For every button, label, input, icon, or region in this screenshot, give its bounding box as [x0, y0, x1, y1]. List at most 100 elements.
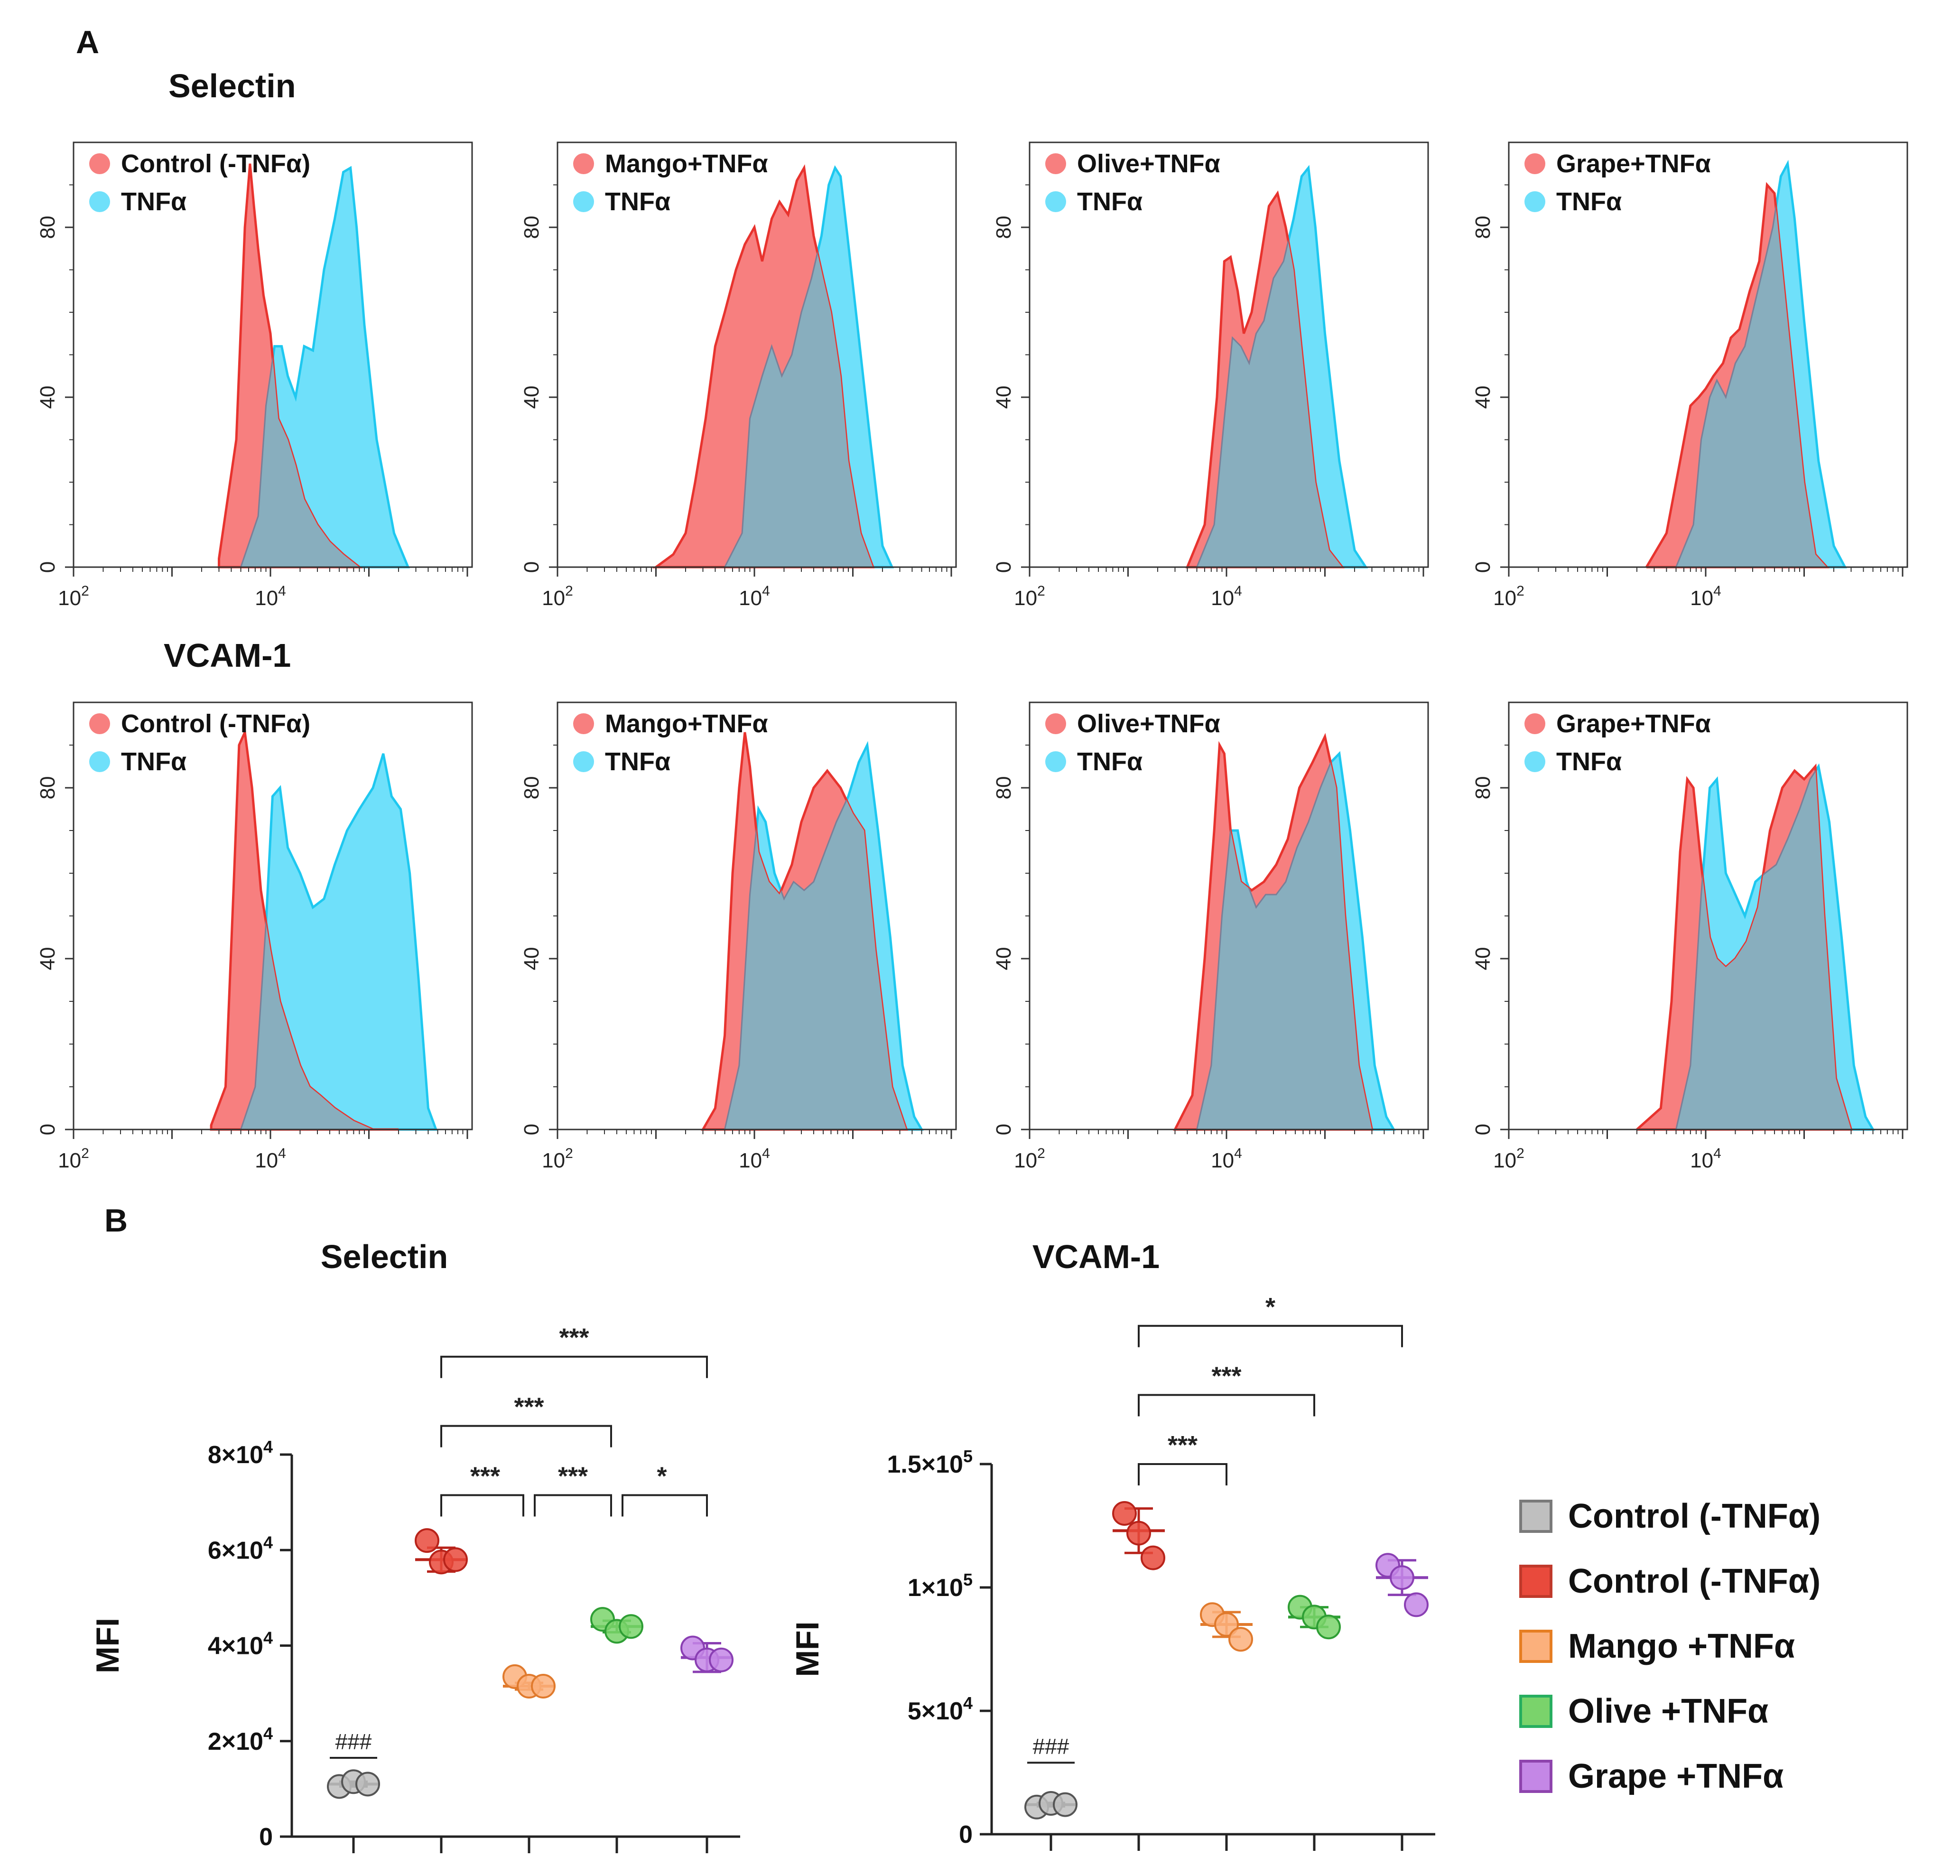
significance-bracket	[534, 1494, 612, 1517]
histogram-y-tick-label: 40	[992, 386, 1015, 409]
scatter-y-tick-label: 8×104	[208, 1437, 273, 1469]
legend-swatch	[1519, 1760, 1552, 1793]
histogram-legend-marker	[573, 751, 594, 772]
histogram-x-tick-label: 102	[1014, 1146, 1045, 1172]
histogram-legend-marker	[1524, 153, 1545, 174]
histogram-legend-marker	[89, 713, 110, 734]
row-title-selectin: Selectin	[168, 67, 296, 104]
significance-label: ***	[1211, 1362, 1241, 1390]
scatter-y-tick-label: 5×104	[908, 1693, 973, 1725]
histogram-legend-marker	[573, 191, 594, 212]
histogram-y-tick-label: 0	[520, 1124, 543, 1135]
legend-label: Control (-TNFα)	[1568, 1562, 1821, 1600]
scatter-point	[1126, 1521, 1151, 1546]
histogram-legend-label: Mango+TNFα	[605, 149, 768, 178]
significance-bracket	[1138, 1463, 1227, 1485]
histogram-y-tick-label: 0	[1471, 1124, 1495, 1135]
scatter-y-label: MFI	[90, 1618, 126, 1673]
scatter-point	[531, 1674, 556, 1699]
histogram-x-tick-label: 102	[542, 1146, 573, 1172]
histogram-legend-marker	[1045, 751, 1066, 772]
scatter-point	[619, 1614, 643, 1639]
histogram-x-tick-label: 104	[1211, 583, 1242, 610]
histogram-panel: 102 104 0 40 80 Olive+TNFα TNFα	[992, 701, 1429, 1172]
significance-label: ***	[559, 1324, 589, 1352]
legend-item: Control (-TNFα)	[1519, 1562, 1821, 1600]
histogram-legend-label: TNFα	[121, 747, 186, 776]
histogram-legend-label: TNFα	[1077, 187, 1143, 216]
significance-bracket	[440, 1494, 524, 1517]
histogram-legend-marker	[89, 153, 110, 174]
significance-bracket	[1138, 1325, 1403, 1347]
legend-item: Grape +TNFα	[1519, 1757, 1784, 1795]
significance-hash-label: ###	[1033, 1734, 1069, 1759]
histogram-legend-marker	[1045, 153, 1066, 174]
histogram-legend-label: Control (-TNFα)	[121, 709, 310, 738]
histogram-panel: 102 104 0 40 80 Control (-TNFα) TNFα	[36, 141, 473, 610]
significance-label: ***	[558, 1462, 588, 1491]
histogram-legend-label: Control (-TNFα)	[121, 149, 310, 178]
histogram-x-tick-label: 102	[58, 1146, 89, 1172]
scatter-y-tick-label: 2×104	[208, 1724, 273, 1755]
scatter-group	[1200, 1602, 1253, 1652]
scatter-title-selectin: Selectin	[321, 1238, 448, 1275]
histogram-y-tick-label: 40	[1471, 947, 1495, 971]
scatter-point	[1316, 1615, 1341, 1640]
histogram-panel: 102 104 0 40 80 Grape+TNFα TNFα	[1471, 701, 1908, 1172]
scatter-point	[1112, 1501, 1137, 1526]
significance-label: ***	[514, 1393, 544, 1421]
scatter-y-tick-label: 4×104	[208, 1628, 273, 1660]
scatter-point	[1404, 1592, 1429, 1617]
scatter-group	[1288, 1595, 1341, 1640]
histogram-x-tick-label: 104	[1690, 583, 1721, 610]
histogram-y-tick-label: 80	[1471, 216, 1495, 239]
panel-label-a: A	[76, 24, 99, 60]
scatter-group	[502, 1664, 556, 1699]
legend-label: Mango +TNFα	[1568, 1627, 1795, 1665]
legend-label: Grape +TNFα	[1568, 1757, 1784, 1795]
histogram-y-tick-label: 40	[992, 947, 1015, 971]
scatter-group	[1024, 1791, 1078, 1820]
histogram-legend-marker	[1524, 713, 1545, 734]
histogram-panel: 102 104 0 40 80 Grape+TNFα TNFα	[1471, 141, 1908, 610]
histogram-x-tick-label: 102	[1014, 583, 1045, 610]
row-title-vcam1: VCAM-1	[164, 637, 291, 674]
legend-item: Mango +TNFα	[1519, 1627, 1795, 1665]
significance-label: ***	[1168, 1431, 1198, 1459]
histogram-y-tick-label: 40	[1471, 386, 1495, 409]
legend-swatch	[1519, 1500, 1552, 1533]
histogram-y-tick-label: 80	[992, 216, 1015, 239]
scatter-group	[680, 1635, 734, 1673]
scatter-point	[1053, 1792, 1078, 1817]
scatter-group	[415, 1528, 468, 1575]
scatter-point	[1390, 1565, 1414, 1590]
histogram-legend-label: TNFα	[1077, 747, 1143, 776]
histogram-x-tick-label: 104	[255, 1146, 286, 1172]
significance-bracket	[1138, 1394, 1315, 1417]
histogram-y-tick-label: 0	[992, 1124, 1015, 1135]
panel-label-b: B	[104, 1203, 128, 1239]
histogram-panel: 102 104 0 40 80 Control (-TNFα) TNFα	[36, 701, 473, 1172]
histogram-y-tick-label: 80	[1471, 776, 1495, 800]
histogram-legend-marker	[1045, 191, 1066, 212]
histogram-y-tick-label: 80	[520, 216, 543, 239]
histogram-y-tick-label: 40	[36, 386, 59, 409]
histogram-legend-marker	[1045, 713, 1066, 734]
scatter-point	[1141, 1545, 1165, 1570]
histogram-x-tick-label: 104	[1690, 1146, 1721, 1172]
histogram-legend-marker	[89, 751, 110, 772]
scatter-point	[1228, 1627, 1253, 1652]
histogram-x-tick-label: 102	[58, 583, 89, 610]
histogram-y-tick-label: 80	[36, 216, 59, 239]
histogram-legend-label: Mango+TNFα	[605, 709, 768, 738]
histogram-legend-label: Grape+TNFα	[1556, 149, 1711, 178]
scatter-title-vcam1: VCAM-1	[1032, 1238, 1160, 1275]
histogram-legend-marker	[89, 191, 110, 212]
legend-swatch	[1519, 1695, 1552, 1728]
legend-swatch	[1519, 1630, 1552, 1663]
histogram-legend-label: Olive+TNFα	[1077, 149, 1220, 178]
histogram-legend-marker	[573, 713, 594, 734]
histogram-y-tick-label: 40	[520, 947, 543, 971]
histogram-panel: 102 104 0 40 80 Mango+TNFα TNFα	[520, 141, 957, 610]
